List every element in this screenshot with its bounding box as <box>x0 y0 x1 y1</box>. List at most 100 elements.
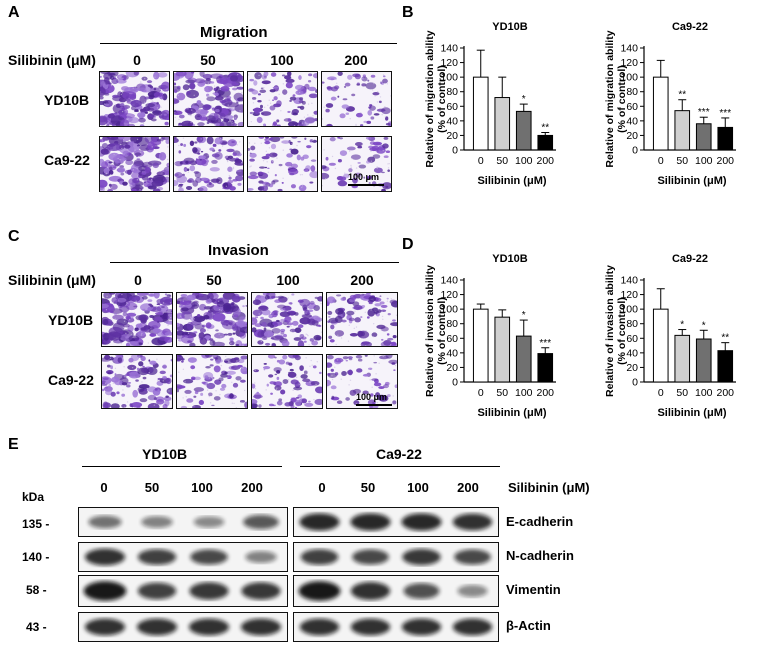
bar-0 <box>472 308 489 383</box>
chart-title: Ca9-22 <box>672 21 708 33</box>
x-axis-label: Silibinin (μM) <box>477 407 546 419</box>
significance-label: *** <box>719 108 731 119</box>
wb-kda-ncad: 140 - <box>22 550 50 564</box>
migration-row-ca922: Ca9-22 <box>44 152 90 168</box>
bar-50 <box>494 97 511 151</box>
bar-200 <box>537 134 554 151</box>
migration-scale-label: 100 μm <box>348 172 380 182</box>
cell-stain-image <box>248 137 317 191</box>
y-tick-label: 120 <box>440 289 458 301</box>
cell-stain-image <box>327 355 397 408</box>
y-axis-label: Relative of migration ability(% of contr… <box>424 30 448 167</box>
y-axis-label: Relative of migration ability(% of contr… <box>604 30 628 167</box>
y-tick-label: 140 <box>440 275 458 287</box>
cell-stain-image <box>252 293 322 346</box>
wb-band-yd10b-actin <box>78 612 288 642</box>
wb-band-yd10b-vim <box>78 575 288 607</box>
migration-image-yd10b-0 <box>99 71 170 127</box>
x-axis-label: Silibinin (μM) <box>657 175 726 187</box>
invasion-row-yd10b: YD10B <box>48 312 94 328</box>
wb-kda-vim: 58 - <box>26 583 47 597</box>
x-tick-label: 100 <box>515 387 533 399</box>
blot-bands <box>84 618 282 636</box>
blot-bands <box>299 513 493 531</box>
x-tick-label: 0 <box>478 155 484 167</box>
y-tick-label: 80 <box>446 86 458 98</box>
x-tick-label: 200 <box>536 155 554 167</box>
blot-bands <box>83 581 281 601</box>
y-tick-label: 80 <box>446 318 458 330</box>
x-tick-label: 200 <box>536 387 554 399</box>
y-tick-label: 80 <box>626 318 638 330</box>
wb-band-ca922-vim <box>293 575 499 607</box>
significance-label: * <box>522 94 526 105</box>
wb-protein-ncad: N-cadherin <box>506 548 574 563</box>
y-tick-label: 20 <box>626 362 638 374</box>
wb-lane-ca922-0: 0 <box>318 480 326 495</box>
migration-conc-100: 100 <box>270 52 294 68</box>
cell-stain-image <box>322 137 391 191</box>
x-axis-label: Silibinin (μM) <box>657 407 726 419</box>
migration-scale-bar <box>348 184 384 186</box>
wb-band-yd10b-ecad <box>78 507 288 537</box>
cell-stain-image <box>100 72 169 126</box>
wb-lane-ca922-200: 200 <box>457 480 479 495</box>
chart-title: Ca9-22 <box>672 253 708 265</box>
wb-group-ca922: Ca9-22 <box>376 446 422 462</box>
invasion-image-yd10b-0 <box>101 292 173 347</box>
blot-bands <box>300 548 491 566</box>
cell-stain-image <box>174 137 243 191</box>
y-tick-label: 60 <box>626 333 638 345</box>
y-tick-label: 40 <box>446 347 458 359</box>
chart-title: YD10B <box>492 21 528 33</box>
panel-letter-a: A <box>8 4 20 21</box>
x-tick-label: 100 <box>695 155 713 167</box>
x-axis-label: Silibinin (μM) <box>477 175 546 187</box>
bar-100 <box>515 110 532 151</box>
wb-lane-ca922-100: 100 <box>407 480 429 495</box>
wb-kda-ecad: 135 - <box>22 517 50 531</box>
migration-row-yd10b: YD10B <box>44 92 90 108</box>
wb-lane-ca922-50: 50 <box>360 480 376 495</box>
invasion-conc-label: Silibinin (μM) <box>8 272 96 288</box>
significance-label: ** <box>678 90 686 101</box>
migration-conc-0: 0 <box>133 52 141 68</box>
y-tick-label: 40 <box>446 115 458 127</box>
cell-stain-image <box>322 72 391 126</box>
x-tick-label: 200 <box>716 155 734 167</box>
y-tick-label: 100 <box>620 72 638 84</box>
migration-image-yd10b-100 <box>247 71 318 127</box>
invasion-conc-50: 50 <box>206 272 222 288</box>
bar-200 <box>717 126 734 151</box>
bar-0 <box>472 76 489 151</box>
bar-200 <box>537 353 554 383</box>
wb-kda-label: kDa <box>22 490 45 504</box>
x-tick-label: 0 <box>658 155 664 167</box>
bar-200 <box>717 350 734 383</box>
y-tick-label: 100 <box>440 304 458 316</box>
blot-bands <box>84 548 277 566</box>
migration-divider <box>100 43 397 44</box>
y-tick-label: 20 <box>446 130 458 142</box>
invasion-image-ca922-100 <box>251 354 323 409</box>
wb-treatment-label: Silibinin (μM) <box>508 480 590 495</box>
significance-label: ** <box>541 123 549 134</box>
panel-letter-d: D <box>402 236 414 253</box>
x-tick-label: 100 <box>695 387 713 399</box>
y-tick-label: 20 <box>446 362 458 374</box>
y-axis-label: Relative of invasion ability(% of contro… <box>424 265 448 397</box>
y-tick-label: 120 <box>620 57 638 69</box>
significance-label: *** <box>698 107 710 118</box>
y-tick-label: 140 <box>620 43 638 55</box>
wb-protein-ecad: E-cadherin <box>506 514 574 529</box>
invasion-image-ca922-0 <box>101 354 173 409</box>
invasion-conc-0: 0 <box>134 272 142 288</box>
x-tick-label: 50 <box>676 155 688 167</box>
migration-image-yd10b-50 <box>173 71 244 127</box>
y-tick-label: 100 <box>440 72 458 84</box>
y-tick-label: 140 <box>440 43 458 55</box>
y-tick-label: 100 <box>620 304 638 316</box>
